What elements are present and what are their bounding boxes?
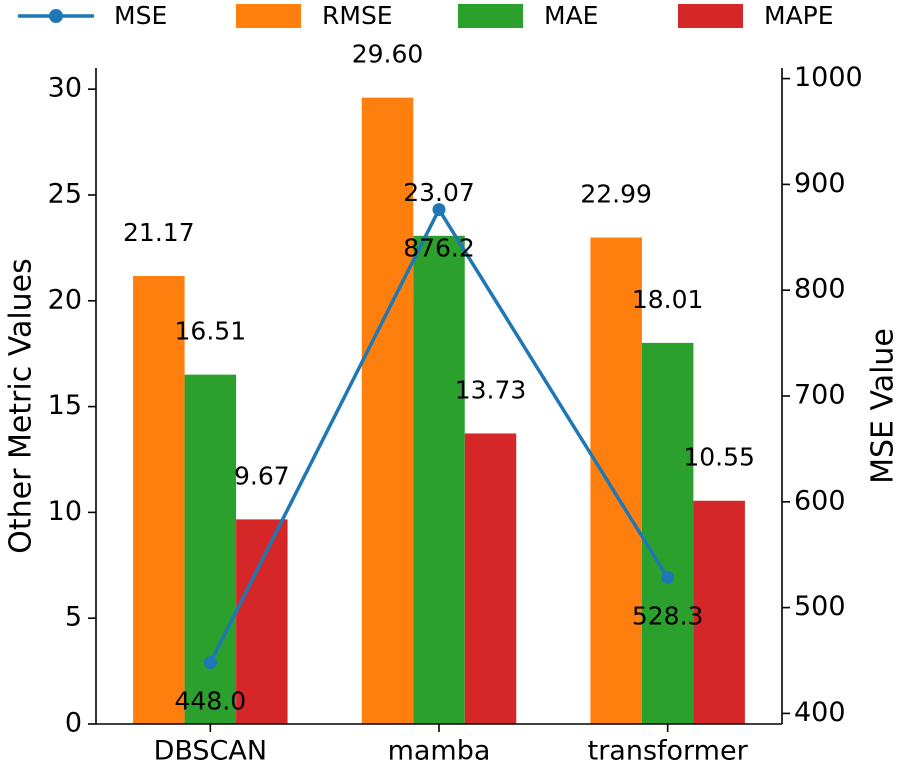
- bar-mape-dbscan: [236, 519, 288, 724]
- y-tick-label-right-1000: 1000: [794, 62, 863, 93]
- bar-rmse-transformer: [590, 237, 642, 724]
- bar-rmse-mamba: [361, 97, 414, 725]
- mse-label-mamba: 876.2: [403, 234, 475, 263]
- x-tick-label-transformer: transformer: [588, 736, 749, 766]
- mse-point-mamba: [432, 203, 446, 217]
- data-label-mape-dbscan: 9.67: [234, 461, 290, 490]
- bar-mae-dbscan: [184, 374, 237, 724]
- legend-swatch-mae: [458, 4, 523, 28]
- y-tick-label-left-10: 10: [48, 496, 82, 527]
- y-tick-label-right-900: 900: [794, 168, 846, 199]
- data-label-mape-mamba: 13.73: [455, 375, 527, 404]
- legend-marker-mse: [49, 9, 63, 23]
- legend-label-mse: MSE: [114, 1, 167, 30]
- data-label-mape-transformer: 10.55: [683, 443, 755, 472]
- mse-point-transformer: [661, 571, 675, 585]
- legend-swatch-mape: [678, 4, 743, 28]
- y-axis-title-left: Other Metric Values: [4, 258, 39, 554]
- legend-label-mae: MAE: [544, 1, 598, 30]
- data-label-rmse-dbscan: 21.17: [123, 218, 195, 247]
- x-tick-label-dbscan: DBSCAN: [154, 736, 268, 766]
- y-tick-label-left-5: 5: [65, 602, 82, 633]
- bar-mae-transformer: [641, 342, 694, 724]
- y-tick-label-left-25: 25: [48, 178, 82, 209]
- y-axis-title-right: MSE Value: [866, 328, 901, 484]
- y-tick-label-left-15: 15: [48, 390, 82, 421]
- legend-label-rmse: RMSE: [322, 1, 393, 30]
- data-label-mae-dbscan: 16.51: [175, 317, 247, 346]
- y-tick-label-left-20: 20: [48, 284, 82, 315]
- bar-rmse-dbscan: [133, 276, 185, 724]
- data-label-rmse-mamba: 29.60: [352, 40, 424, 69]
- x-tick-label-mamba: mamba: [388, 736, 491, 766]
- y-tick-label-right-500: 500: [794, 591, 846, 622]
- mse-label-transformer: 528.3: [632, 602, 704, 631]
- mse-point-dbscan: [203, 656, 217, 670]
- data-label-mae-mamba: 23.07: [403, 178, 475, 207]
- y-tick-label-right-400: 400: [794, 697, 846, 728]
- y-tick-label-right-700: 700: [794, 380, 846, 411]
- y-tick-label-left-30: 30: [48, 73, 82, 104]
- bar-mape-mamba: [464, 433, 517, 724]
- y-tick-label-right-800: 800: [794, 274, 846, 305]
- y-tick-label-left-0: 0: [65, 708, 82, 739]
- legend-swatch-rmse: [236, 4, 301, 28]
- legend-label-mape: MAPE: [764, 1, 834, 30]
- bar-mape-transformer: [693, 500, 745, 724]
- y-tick-label-right-600: 600: [794, 485, 846, 516]
- mse-label-dbscan: 448.0: [175, 687, 247, 716]
- data-label-rmse-transformer: 22.99: [580, 180, 652, 209]
- bar-mae-mamba: [413, 235, 465, 725]
- data-label-mae-transformer: 18.01: [632, 285, 704, 314]
